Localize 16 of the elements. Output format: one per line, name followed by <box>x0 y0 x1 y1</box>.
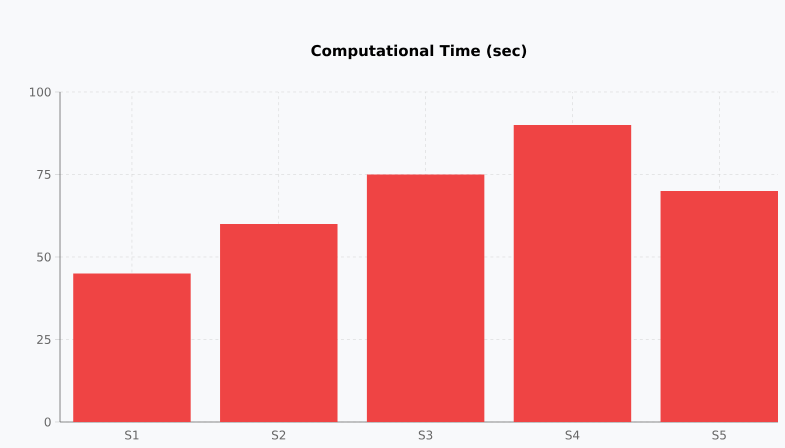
x-tick-label: S1 <box>125 430 138 440</box>
x-tick-label: S2 <box>272 430 286 440</box>
y-tick-label: 75 <box>37 170 50 179</box>
x-tick-label: S3 <box>418 430 432 440</box>
x-tick-label: S5 <box>712 430 726 440</box>
chart-title: Computational Time (sec) <box>311 44 526 60</box>
y-tick-label: 0 <box>44 417 51 427</box>
bar <box>660 190 778 422</box>
bar <box>220 224 338 422</box>
y-tick-label: 100 <box>30 87 51 97</box>
y-tick-label: 25 <box>37 334 50 344</box>
x-tick-label: S4 <box>566 430 580 440</box>
bar <box>514 124 632 422</box>
bar <box>73 273 191 422</box>
y-tick-label: 50 <box>37 252 51 262</box>
bar <box>366 174 484 422</box>
